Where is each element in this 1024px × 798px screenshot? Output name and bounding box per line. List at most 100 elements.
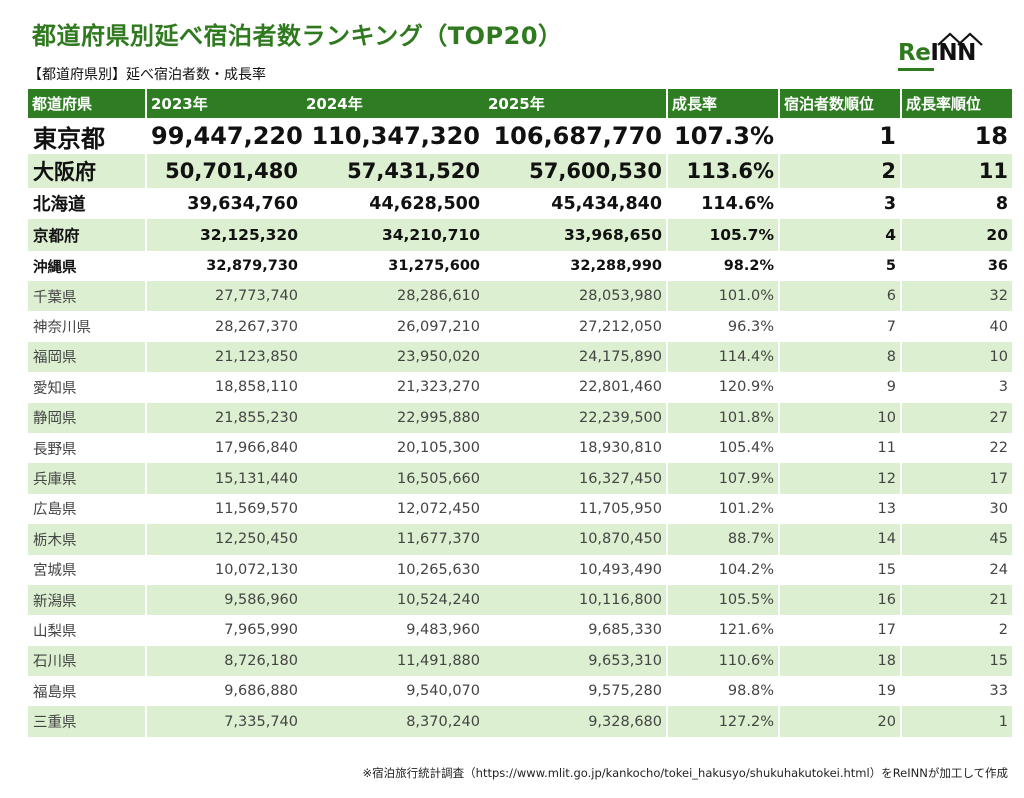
- cell-y2025: 9,685,330: [484, 615, 668, 646]
- header-2024: 2024年: [302, 89, 484, 118]
- cell-growth-rank: 32: [901, 281, 1012, 312]
- cell-pref: 広島県: [28, 493, 147, 525]
- cell-growth-rank: 33: [989, 683, 1008, 700]
- cell-y2023: 11,569,570: [214, 500, 298, 517]
- cell-pref: 沖縄県: [28, 251, 147, 281]
- cell-pref: 北海道: [28, 188, 147, 219]
- cell-growth: 88.7%: [667, 524, 780, 555]
- cell-growth-rank: 17: [901, 463, 1012, 494]
- cell-y2025: 9,328,680: [484, 706, 668, 737]
- cell-guest-rank: 1: [779, 118, 902, 154]
- cell-growth: 107.9%: [667, 463, 780, 494]
- cell-guest-rank: 15: [779, 554, 902, 585]
- cell-pref: 新潟県: [28, 584, 147, 616]
- table-row: 大阪府 50,701,480 57,431,520 57,600,530 113.6% 2…: [28, 154, 1012, 188]
- cell-y2023: 12,250,450: [146, 524, 302, 555]
- cell-pref: 神奈川県: [28, 311, 147, 342]
- reinn-logo: ReINN: [898, 32, 988, 72]
- cell-pref: 静岡県: [28, 402, 147, 433]
- cell-y2025: 24,175,890: [484, 341, 668, 373]
- cell-y2023: 7,965,990: [224, 622, 298, 639]
- table-header-row: 都道府県 2023年 2024年 2025年 成長率 宿泊者数順位 成長率順位: [28, 89, 1012, 118]
- cell-growth: 127.2%: [667, 706, 780, 737]
- cell-y2024: 20,105,300: [396, 440, 480, 457]
- cell-y2023: 17,966,840: [214, 440, 298, 457]
- table-row: 新潟県 9,586,960 10,524,240 10,116,800 105.5% 16…: [28, 584, 1012, 616]
- cell-y2023: 32,879,730: [206, 258, 298, 274]
- table-row: 沖縄県 32,879,730 31,275,600 32,288,990 98.2% 5 3…: [28, 251, 1012, 281]
- cell-growth-rank: 30: [989, 500, 1008, 517]
- cell-guest-rank: 5: [779, 251, 902, 281]
- house-roof-icon: [937, 32, 983, 46]
- logo-wordmark: ReINN: [898, 40, 976, 66]
- cell-guest-rank: 18: [779, 645, 902, 677]
- cell-y2025: 10,116,800: [484, 584, 668, 616]
- cell-y2023: 27,773,740: [146, 281, 302, 312]
- cell-growth: 101.8%: [667, 402, 780, 433]
- table-row: 広島県 11,569,570 12,072,450 11,705,950 101.2% 1…: [28, 493, 1012, 525]
- cell-pref: 山梨県: [28, 615, 147, 646]
- cell-growth-rank: 8: [995, 193, 1008, 214]
- table-row: 兵庫県 15,131,440 16,505,660 16,327,450 107.9% 1…: [28, 463, 1012, 494]
- cell-y2025: 10,870,450: [484, 524, 668, 555]
- table-row: 京都府 32,125,320 34,210,710 33,968,650 105.7% 4…: [28, 219, 1012, 251]
- cell-y2025: 10,493,490: [484, 554, 668, 585]
- cell-growth-rank: 36: [987, 258, 1008, 274]
- cell-pref: 三重県: [28, 706, 147, 737]
- cell-y2024: 9,483,960: [406, 622, 480, 639]
- table-row: 宮城県 10,072,130 10,265,630 10,493,490 104.2% 1…: [28, 554, 1012, 585]
- cell-growth-rank: 18: [974, 122, 1008, 150]
- cell-y2025: 9,653,310: [484, 645, 668, 677]
- table-row: 長野県 17,966,840 20,105,300 18,930,810 105.4% 1…: [28, 432, 1012, 464]
- cell-growth-rank: 45: [901, 524, 1012, 555]
- cell-y2023: 10,072,130: [214, 561, 298, 578]
- cell-y2024: 57,431,520: [302, 154, 484, 188]
- cell-y2025: 27,212,050: [484, 311, 668, 342]
- cell-pref: 兵庫県: [28, 463, 147, 494]
- cell-guest-rank: 17: [779, 615, 902, 646]
- cell-y2023: 21,123,850: [146, 341, 302, 373]
- cell-y2024: 22,995,880: [302, 402, 484, 433]
- cell-pref: 福島県: [28, 676, 147, 707]
- cell-y2025: 22,801,460: [484, 372, 668, 403]
- cell-growth-rank: 2: [998, 622, 1008, 639]
- cell-growth: 107.3%: [667, 118, 780, 154]
- cell-y2024: 9,540,070: [406, 683, 480, 700]
- cell-pref: 栃木県: [28, 524, 147, 555]
- cell-y2025: 18,930,810: [484, 432, 668, 464]
- cell-y2024: 34,210,710: [302, 219, 484, 251]
- cell-growth: 101.0%: [667, 281, 780, 312]
- cell-y2023: 9,686,880: [224, 683, 298, 700]
- cell-guest-rank: 13: [779, 493, 902, 525]
- table-row: 三重県 7,335,740 8,370,240 9,328,680 127.2% 20 1: [28, 706, 1012, 737]
- table-row: 山梨県 7,965,990 9,483,960 9,685,330 121.6% 17 2: [28, 615, 1012, 646]
- cell-y2025: 11,705,950: [484, 493, 668, 525]
- cell-y2023: 32,125,320: [146, 219, 302, 251]
- cell-pref: 石川県: [28, 645, 147, 677]
- table-row: 東京都 99,447,220 110,347,320 106,687,770 107.3…: [28, 118, 1012, 154]
- cell-y2024: 44,628,500: [369, 193, 480, 214]
- cell-y2024: 31,275,600: [388, 258, 480, 274]
- cell-growth: 113.6%: [667, 154, 780, 188]
- cell-guest-rank: 12: [779, 463, 902, 494]
- cell-y2023: 28,267,370: [214, 318, 298, 335]
- cell-y2024: 16,505,660: [302, 463, 484, 494]
- cell-y2024: 21,323,270: [396, 379, 480, 396]
- header-growth-rank: 成長率順位: [901, 89, 1012, 118]
- cell-pref: 千葉県: [28, 281, 147, 312]
- cell-y2023: 9,586,960: [146, 584, 302, 616]
- cell-growth-rank: 40: [989, 318, 1008, 335]
- cell-growth-rank: 24: [989, 561, 1008, 578]
- cell-guest-rank: 9: [779, 372, 902, 403]
- cell-y2023: 21,855,230: [146, 402, 302, 433]
- cell-y2024: 26,097,210: [396, 318, 480, 335]
- header-2025: 2025年: [484, 89, 668, 118]
- cell-y2023: 50,701,480: [146, 154, 302, 188]
- cell-pref: 愛知県: [28, 372, 147, 403]
- cell-growth-rank: 1: [901, 706, 1012, 737]
- cell-growth: 114.4%: [667, 341, 780, 373]
- cell-growth: 105.4%: [667, 432, 780, 464]
- cell-pref: 宮城県: [28, 554, 147, 585]
- cell-guest-rank: 16: [779, 584, 902, 616]
- cell-y2024: 10,265,630: [396, 561, 480, 578]
